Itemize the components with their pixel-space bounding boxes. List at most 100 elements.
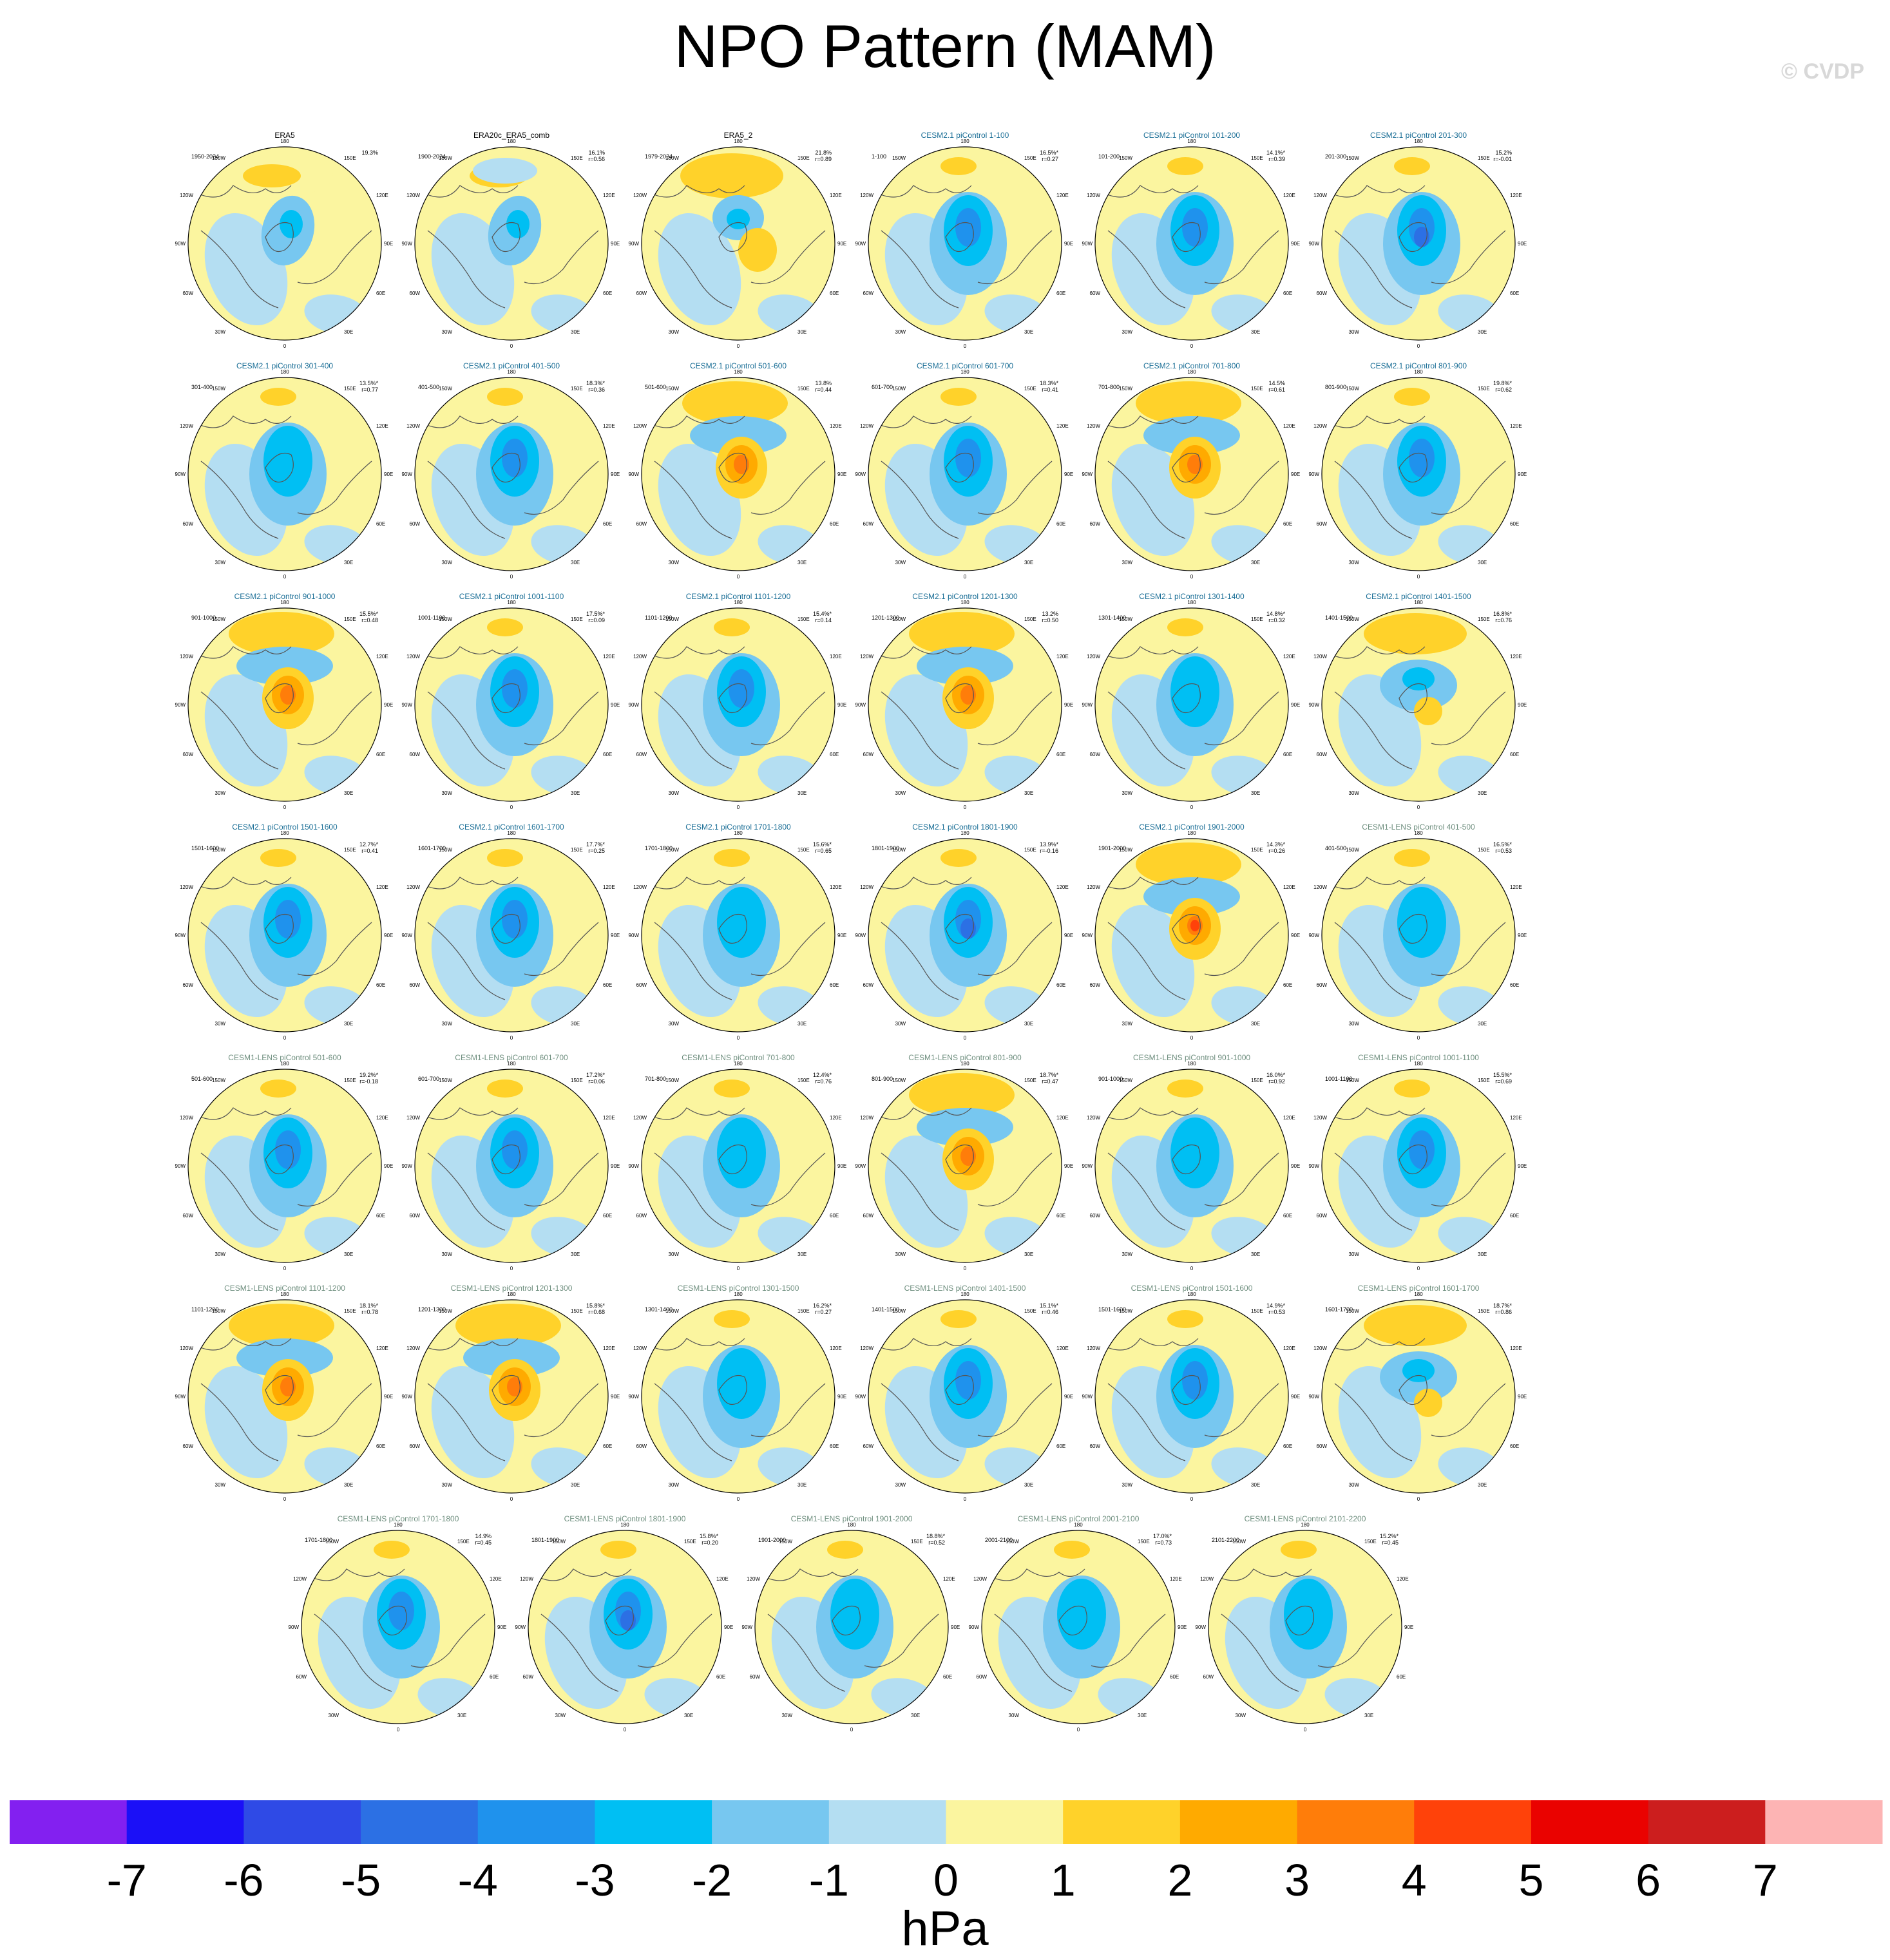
longitude-label: 120W (633, 1346, 647, 1351)
longitude-label: 0 (737, 1496, 740, 1502)
longitude-label: 30E (571, 1021, 580, 1027)
longitude-label: 120W (406, 1115, 420, 1121)
longitude-label: 0 (964, 804, 967, 810)
panel-variance: 16.8%* (1493, 611, 1513, 617)
coastline (307, 1568, 405, 1581)
map-shading (415, 377, 608, 571)
map-panel: CESM2.1 piControl 1801-1900 1801-1900 13.9… (855, 823, 1074, 1041)
colorbar-tick-label: -7 (107, 1855, 147, 1905)
coastline (750, 691, 826, 746)
longitude-label: 30W (669, 790, 680, 796)
longitude-label: 120E (603, 1346, 615, 1351)
panel-title: CESM1-LENS piControl 1301-1500 (678, 1284, 799, 1293)
coastline (1398, 1375, 1427, 1405)
map-border (414, 838, 609, 1032)
longitude-label: 180 (960, 830, 969, 836)
longitude-label: 0 (964, 574, 967, 580)
shading-positive-core (229, 612, 334, 656)
longitude-label: 90E (1291, 1394, 1300, 1400)
coastline (524, 461, 599, 515)
coastline (1101, 185, 1199, 198)
map-shading (188, 608, 381, 801)
coastline (427, 230, 506, 309)
map-shading (1322, 147, 1515, 340)
panel-grid: ERA5 1950-2024 19.3% 180 0 150W 150E 120W 120E 90… (175, 131, 1527, 1733)
coastline (718, 1375, 747, 1405)
colorbar-tick-label: 3 (1284, 1855, 1310, 1905)
coastline (1328, 646, 1426, 659)
coastline (1204, 230, 1279, 285)
longitude-label: 150W (665, 155, 679, 161)
longitude-label: 30E (797, 1482, 807, 1488)
longitude-label: 120W (180, 884, 193, 890)
longitude-label: 180 (280, 1291, 289, 1297)
longitude-label: 90W (175, 1163, 186, 1169)
longitude-label: 90W (1082, 702, 1093, 708)
longitude-label: 90W (175, 702, 186, 708)
longitude-label: 30E (797, 560, 807, 566)
longitude-label: 150W (1119, 386, 1132, 392)
panel-period: 1701-1800 (645, 845, 673, 852)
longitude-label: 150W (212, 1078, 225, 1083)
longitude-label: 120W (860, 193, 873, 198)
longitude-label: 0 (1417, 343, 1420, 349)
longitude-label: 60W (410, 1443, 421, 1449)
panel-variance: 14.8%* (1266, 611, 1286, 617)
coastline (654, 230, 732, 309)
map-panel: CESM1-LENS piControl 2001-21002001-21001… (969, 1514, 1187, 1733)
longitude-label: 0 (397, 1727, 400, 1733)
longitude-label: 180 (1414, 1291, 1423, 1297)
shading-positive-core (374, 1541, 410, 1559)
longitude-label: 60W (1317, 521, 1328, 527)
longitude-label: 0 (283, 1496, 287, 1502)
shading-positive-core (714, 618, 750, 636)
panel-correlation: r=0.06 (588, 1078, 605, 1085)
panel-variance: 18.3%* (586, 380, 606, 386)
panel-variance: 13.9%* (1040, 841, 1059, 848)
longitude-label: 60W (1090, 1213, 1101, 1219)
map-panel: CESM1-LENS piControl 901-1000 901-1000 16.… (1082, 1053, 1301, 1271)
longitude-label: 120E (1056, 1346, 1069, 1351)
longitude-label: 60E (1510, 521, 1519, 527)
longitude-label: 60W (1203, 1674, 1214, 1680)
panel-correlation: r=0.27 (1042, 156, 1058, 162)
panel-correlation: r=0.27 (815, 1309, 832, 1315)
map-shading (1322, 377, 1515, 571)
map-panel: CESM2.1 piControl 1701-1800 1701-1800 15.6… (629, 823, 847, 1041)
shading-positive-core (243, 164, 301, 187)
map-border (1094, 607, 1289, 802)
longitude-label: 120E (1510, 654, 1522, 660)
longitude-label: 150E (1251, 616, 1263, 622)
longitude-label: 60E (603, 982, 612, 988)
coastline (977, 691, 1053, 746)
longitude-label: 30W (1122, 560, 1133, 566)
longitude-label: 90E (497, 1624, 506, 1630)
coastline (410, 1613, 486, 1668)
longitude-label: 180 (734, 1061, 743, 1067)
panel-variance: 12.7%* (359, 841, 379, 848)
longitude-label: 90W (1082, 933, 1093, 938)
coastline (200, 230, 279, 309)
longitude-label: 150W (212, 1308, 225, 1314)
longitude-label: 180 (1187, 830, 1196, 836)
longitude-label: 120W (1313, 654, 1327, 660)
longitude-label: 90E (611, 702, 620, 708)
shading-positive-core (940, 157, 977, 175)
panel-period: 901-1000 (191, 614, 216, 621)
longitude-label: 60W (410, 290, 421, 296)
panel-period: 1601-1700 (418, 845, 446, 852)
longitude-label: 150E (1024, 386, 1036, 392)
shading-positive-core (507, 1377, 522, 1396)
coastline (200, 691, 279, 770)
coastline (427, 922, 506, 1000)
longitude-label: 90W (402, 241, 413, 247)
coastline (1107, 691, 1186, 770)
panel-title: CESM1-LENS piControl 2001-2100 (1018, 1514, 1140, 1523)
map-border (868, 1069, 1062, 1263)
longitude-label: 180 (734, 369, 743, 375)
longitude-label: 180 (280, 600, 289, 605)
map-panel: CESM2.1 piControl 301-400 301-400 13.5%*r=… (175, 361, 394, 580)
longitude-label: 60W (863, 1443, 874, 1449)
panel-title: CESM1-LENS piControl 1801-1900 (564, 1514, 686, 1523)
longitude-label: 120E (376, 654, 388, 660)
